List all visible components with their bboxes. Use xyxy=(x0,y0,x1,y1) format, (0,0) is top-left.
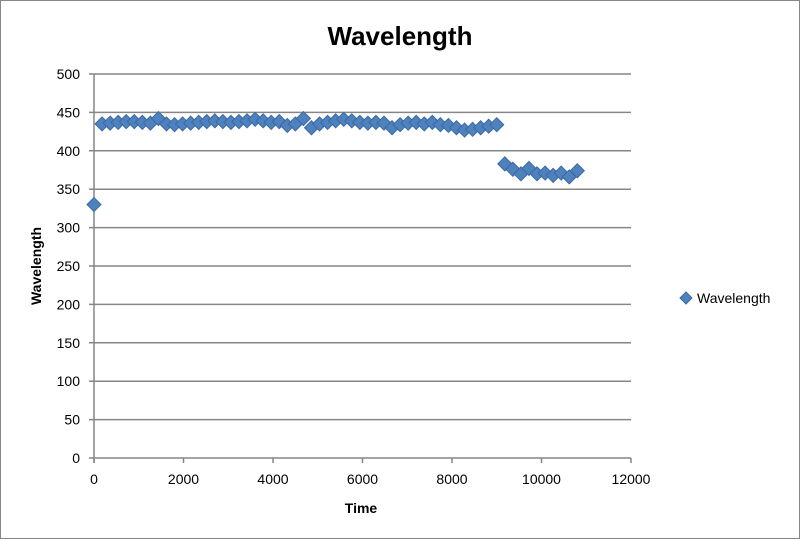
x-tick-label: 12000 xyxy=(612,471,651,487)
y-tick-label: 250 xyxy=(57,258,81,274)
y-tick-label: 400 xyxy=(57,143,81,159)
data-point xyxy=(86,196,102,213)
data-point xyxy=(489,116,505,133)
legend-label: Wavelength xyxy=(697,290,770,306)
legend-marker xyxy=(679,291,693,305)
chart-title: Wavelength xyxy=(328,21,473,51)
x-tick-label: 6000 xyxy=(347,471,378,487)
x-tick-label: 0 xyxy=(90,471,98,487)
y-tick-label: 100 xyxy=(57,373,81,389)
y-axis-label: Wavelength xyxy=(28,227,44,305)
x-tick-label: 4000 xyxy=(257,471,288,487)
y-tick-label: 0 xyxy=(72,450,80,466)
y-tick-label: 300 xyxy=(57,220,81,236)
data-point xyxy=(295,110,312,127)
y-tick-label: 50 xyxy=(64,412,80,428)
y-tick-label: 450 xyxy=(57,104,81,120)
y-tick-label: 150 xyxy=(57,335,81,351)
x-tick-label: 8000 xyxy=(436,471,467,487)
x-tick-label: 2000 xyxy=(168,471,199,487)
y-tick-label: 200 xyxy=(57,296,81,312)
legend: Wavelength xyxy=(679,290,770,306)
data-point xyxy=(569,163,586,179)
x-tick-label: 10000 xyxy=(522,471,561,487)
y-tick-label: 350 xyxy=(57,181,81,197)
data-point xyxy=(376,115,392,131)
data-point xyxy=(440,117,457,134)
x-axis-label: Time xyxy=(345,500,378,516)
y-tick-label: 500 xyxy=(57,66,81,82)
